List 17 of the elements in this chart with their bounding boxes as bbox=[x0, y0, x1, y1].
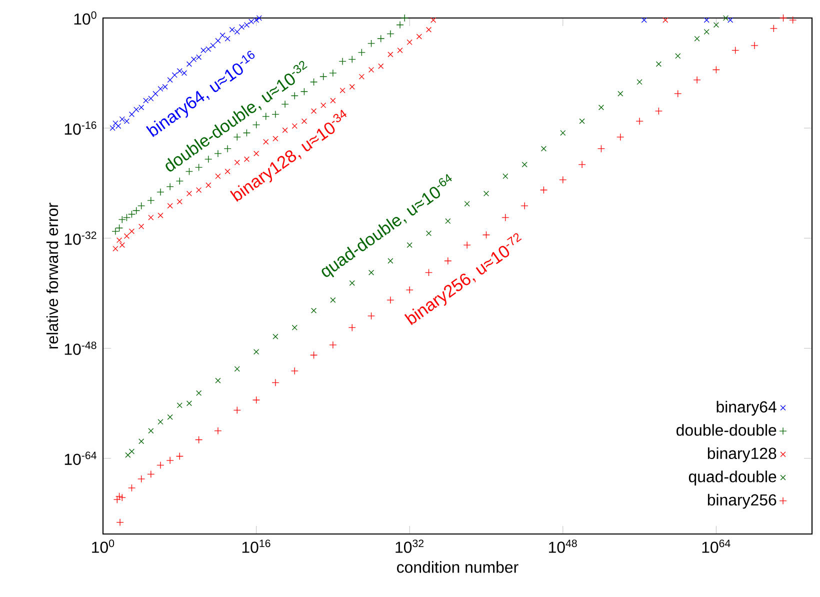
legend-label: binary128 bbox=[708, 447, 776, 462]
legend-label: quad-double bbox=[688, 470, 776, 486]
x-tick-label: 10$^{48}$ bbox=[549, 540, 577, 553]
x-tick-label: 10$^{32}$ bbox=[396, 540, 424, 553]
x-tick-label: 10$^{64}$ bbox=[702, 540, 730, 553]
y-tick-label: 10$^{-64}$ bbox=[64, 452, 96, 465]
y-tick-label: 10$^{-48}$ bbox=[64, 342, 96, 355]
x-tick-label: 10$^{16}$ bbox=[242, 540, 270, 553]
y-tick-label: 10$^{0}$ bbox=[74, 11, 96, 25]
y-tick-label: 10$^{-16}$ bbox=[64, 121, 96, 135]
legend-label: double-double bbox=[676, 424, 776, 436]
x-axis-title: condition number bbox=[397, 561, 518, 573]
legend-label: binary256 bbox=[708, 494, 776, 509]
x-tick-label: 10$^{0}$ bbox=[92, 540, 114, 553]
y-axis-title: relative forward error bbox=[46, 202, 58, 348]
legend-label: binary64 bbox=[716, 400, 776, 416]
y-tick-label: 10$^{-32}$ bbox=[64, 231, 96, 245]
